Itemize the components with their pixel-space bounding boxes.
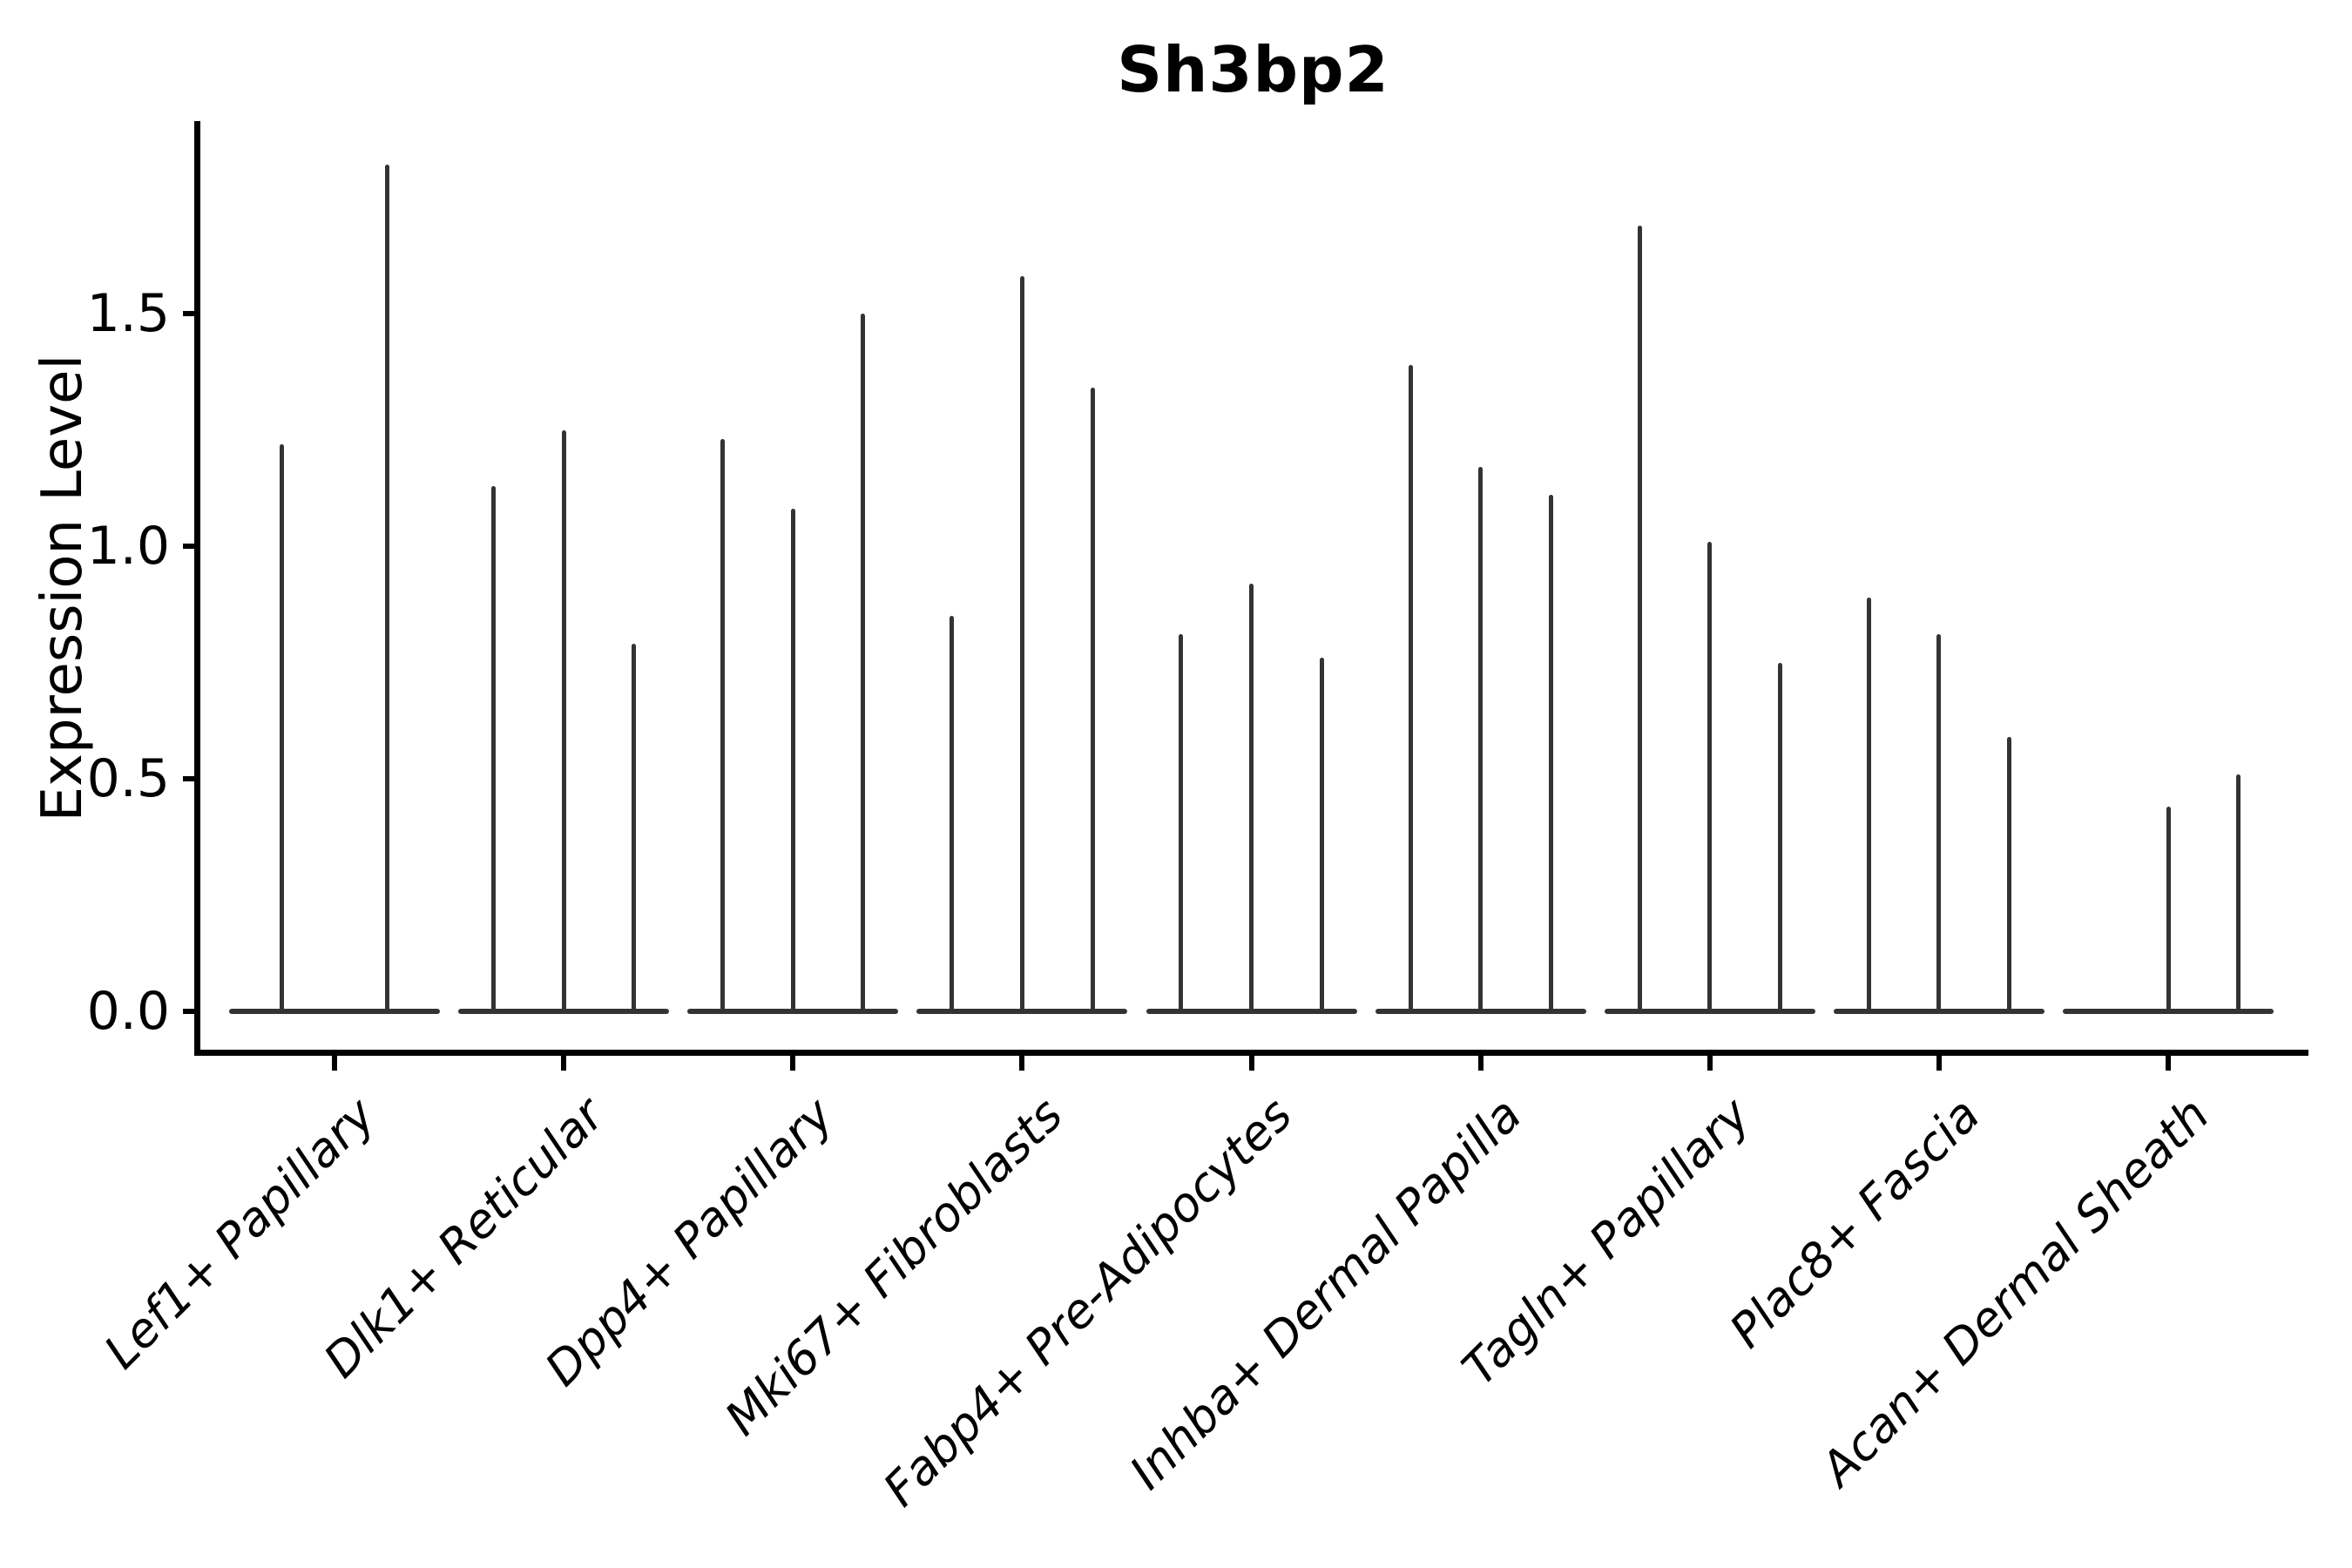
violin-needle [1866, 597, 1871, 1011]
violin-base [1833, 1009, 2044, 1014]
violin-needle [720, 439, 726, 1011]
violin-needle [1936, 634, 1942, 1011]
y-tick-mark [183, 311, 198, 316]
violin-base [458, 1009, 670, 1014]
violin-base [1146, 1009, 1357, 1014]
violin-needle [1408, 364, 1413, 1011]
violin-needle [1249, 583, 1254, 1011]
violin-needle [2166, 807, 2171, 1011]
y-tick-label: 0.0 [86, 981, 170, 1042]
x-tick-mark [1707, 1056, 1713, 1071]
violin-needle [1548, 495, 1553, 1011]
violin-needle [561, 429, 566, 1011]
y-axis-label: Expression Level [30, 354, 95, 822]
x-tick-mark [2166, 1056, 2172, 1071]
violin-needle [280, 443, 284, 1011]
violin-base [1375, 1009, 1586, 1014]
x-tick-mark [1477, 1056, 1484, 1071]
y-tick-label: 0.5 [86, 748, 170, 809]
violin-needle [632, 644, 637, 1011]
violin-needle [861, 314, 866, 1011]
x-tick-mark [790, 1056, 796, 1071]
violin-needle [490, 485, 496, 1011]
violin-needle [1707, 541, 1713, 1011]
violin-needle [2007, 736, 2012, 1011]
x-tick-mark [332, 1056, 337, 1071]
x-tick-mark [1248, 1056, 1254, 1071]
x-tick-mark [1019, 1056, 1025, 1071]
x-tick-label: Fabp4+ Pre-Adipocytes [872, 1087, 1303, 1517]
violin-needle [2236, 774, 2241, 1011]
y-tick-mark [183, 776, 198, 781]
x-tick-label: Inhba+ Dermal Papilla [1119, 1087, 1532, 1500]
y-tick-mark [183, 544, 198, 549]
violin-base [687, 1009, 899, 1014]
violin-needle [1179, 634, 1184, 1011]
violin-needle [1090, 388, 1095, 1011]
violin-base [2063, 1009, 2274, 1014]
violin-base [229, 1009, 440, 1014]
violin-needle [1778, 662, 1782, 1011]
x-tick-mark [561, 1056, 567, 1071]
violin-needle [1019, 276, 1024, 1011]
x-axis-spine [194, 1050, 2308, 1056]
violin-needle [1319, 658, 1324, 1011]
chart-title: Sh3bp2 [1117, 33, 1389, 106]
violin-needle [950, 616, 955, 1011]
y-tick-mark [183, 1009, 198, 1014]
violin-needle [790, 509, 795, 1011]
violin-base [916, 1009, 1128, 1014]
x-tick-label: Acan+ Dermal Sheath [1809, 1087, 2220, 1497]
x-tick-mark [1936, 1056, 1942, 1071]
y-tick-label: 1.0 [86, 516, 170, 577]
violin-needle [1637, 225, 1642, 1011]
y-axis-spine [194, 121, 200, 1056]
violin-needle [385, 165, 389, 1011]
violin-needle [1478, 467, 1484, 1011]
y-tick-label: 1.5 [86, 283, 170, 344]
violin-base [1604, 1009, 1815, 1014]
